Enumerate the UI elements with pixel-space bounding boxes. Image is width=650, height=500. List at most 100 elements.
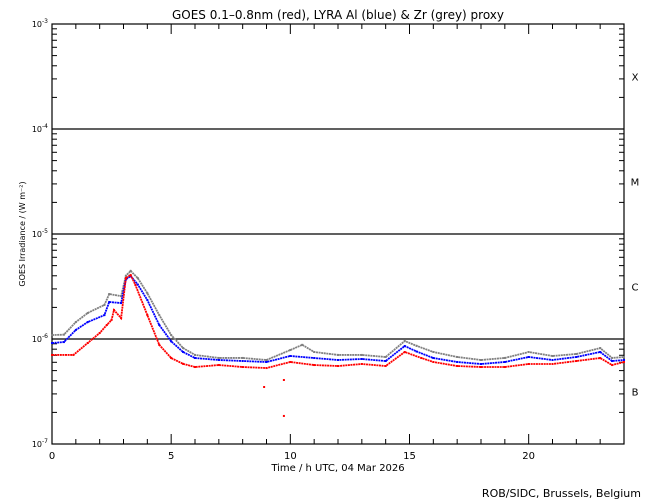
data-point <box>217 364 220 367</box>
data-point <box>432 350 435 353</box>
data-point <box>420 357 423 360</box>
y-tick-label: 10-4 <box>32 123 48 134</box>
data-point <box>503 360 506 363</box>
outlier-point <box>282 414 285 417</box>
data-point <box>337 365 339 368</box>
data-point <box>146 299 149 302</box>
data-point <box>103 314 106 317</box>
data-point <box>170 340 173 343</box>
data-point <box>432 357 435 360</box>
data-point <box>51 342 53 345</box>
y-tick-exponent: -7 <box>42 438 48 445</box>
series-lyra-al-proxy <box>51 274 625 365</box>
data-point <box>74 321 77 324</box>
data-point <box>611 360 614 363</box>
data-point <box>337 353 339 356</box>
data-point <box>611 356 614 359</box>
data-point <box>72 353 75 356</box>
data-point <box>265 360 268 363</box>
y-tick-label: 10-7 <box>32 438 48 449</box>
data-point <box>129 269 132 272</box>
x-tick-label: 15 <box>403 451 416 462</box>
y-tick-exponent: -3 <box>42 18 48 25</box>
data-point <box>313 350 316 353</box>
data-point <box>74 328 77 331</box>
data-point <box>403 345 406 348</box>
data-point <box>170 357 173 360</box>
data-point <box>360 362 363 365</box>
outlier-point <box>263 386 266 389</box>
data-point <box>599 350 602 353</box>
data-point <box>158 343 161 346</box>
data-point <box>51 334 53 337</box>
data-point <box>241 360 244 363</box>
data-point <box>503 356 506 359</box>
data-point <box>98 332 101 335</box>
data-point <box>384 355 387 358</box>
data-point <box>217 356 220 359</box>
data-point <box>134 283 137 286</box>
data-point <box>384 365 387 368</box>
data-point <box>217 358 220 361</box>
data-point <box>384 360 387 363</box>
data-point <box>51 353 53 356</box>
y-tick-label: 10-6 <box>32 333 48 344</box>
data-point <box>120 317 123 320</box>
data-point <box>110 318 113 321</box>
data-point <box>301 343 304 346</box>
y-tick-base: 10 <box>32 20 42 29</box>
data-point <box>241 356 244 359</box>
data-point <box>289 354 292 357</box>
y-tick-label: 10-5 <box>32 228 48 239</box>
data-point <box>194 357 196 360</box>
data-point <box>136 277 139 280</box>
series-goes-0-1-0-8nm <box>51 273 625 417</box>
data-point <box>313 364 316 367</box>
data-point <box>415 344 418 347</box>
data-point <box>551 362 554 365</box>
data-point <box>623 360 625 363</box>
data-point <box>551 358 554 361</box>
data-point <box>599 357 602 360</box>
data-point <box>527 362 530 365</box>
flare-class-label: X <box>632 73 639 84</box>
data-point <box>120 295 123 298</box>
data-point <box>575 360 578 363</box>
data-point <box>241 366 244 369</box>
data-point <box>623 355 625 358</box>
chart-title: GOES 0.1–0.8nm (red), LYRA Al (blue) & Z… <box>172 8 504 22</box>
data-point <box>456 355 459 358</box>
data-point <box>108 293 111 296</box>
data-point <box>108 301 111 304</box>
x-axis-label: Time / h UTC, 04 Mar 2026 <box>270 463 404 474</box>
data-point <box>158 323 161 326</box>
y-tick-base: 10 <box>32 335 42 344</box>
y-tick-exponent: -4 <box>42 123 48 130</box>
data-point <box>62 333 65 336</box>
footer-credit: ROB/SIDC, Brussels, Belgium <box>482 487 641 500</box>
data-point <box>360 353 363 356</box>
data-point <box>136 283 139 286</box>
data-point <box>337 358 339 361</box>
data-point <box>456 365 459 368</box>
data-point <box>120 302 123 305</box>
series-line <box>51 269 625 361</box>
series-layer <box>51 269 625 417</box>
data-point <box>265 367 268 370</box>
data-point <box>480 358 482 361</box>
data-point <box>551 354 554 357</box>
y-axis-label: GOES Irradiance / (W m⁻²) <box>18 181 27 286</box>
data-point <box>313 357 316 360</box>
data-point <box>575 355 578 358</box>
series-line <box>52 273 625 369</box>
data-point <box>86 342 89 345</box>
y-tick-exponent: -6 <box>42 333 48 340</box>
data-point <box>146 314 149 317</box>
data-point <box>146 292 149 295</box>
flare-class-label: M <box>631 178 640 189</box>
data-point <box>103 303 106 306</box>
data-point <box>480 366 482 369</box>
data-point <box>360 357 363 360</box>
